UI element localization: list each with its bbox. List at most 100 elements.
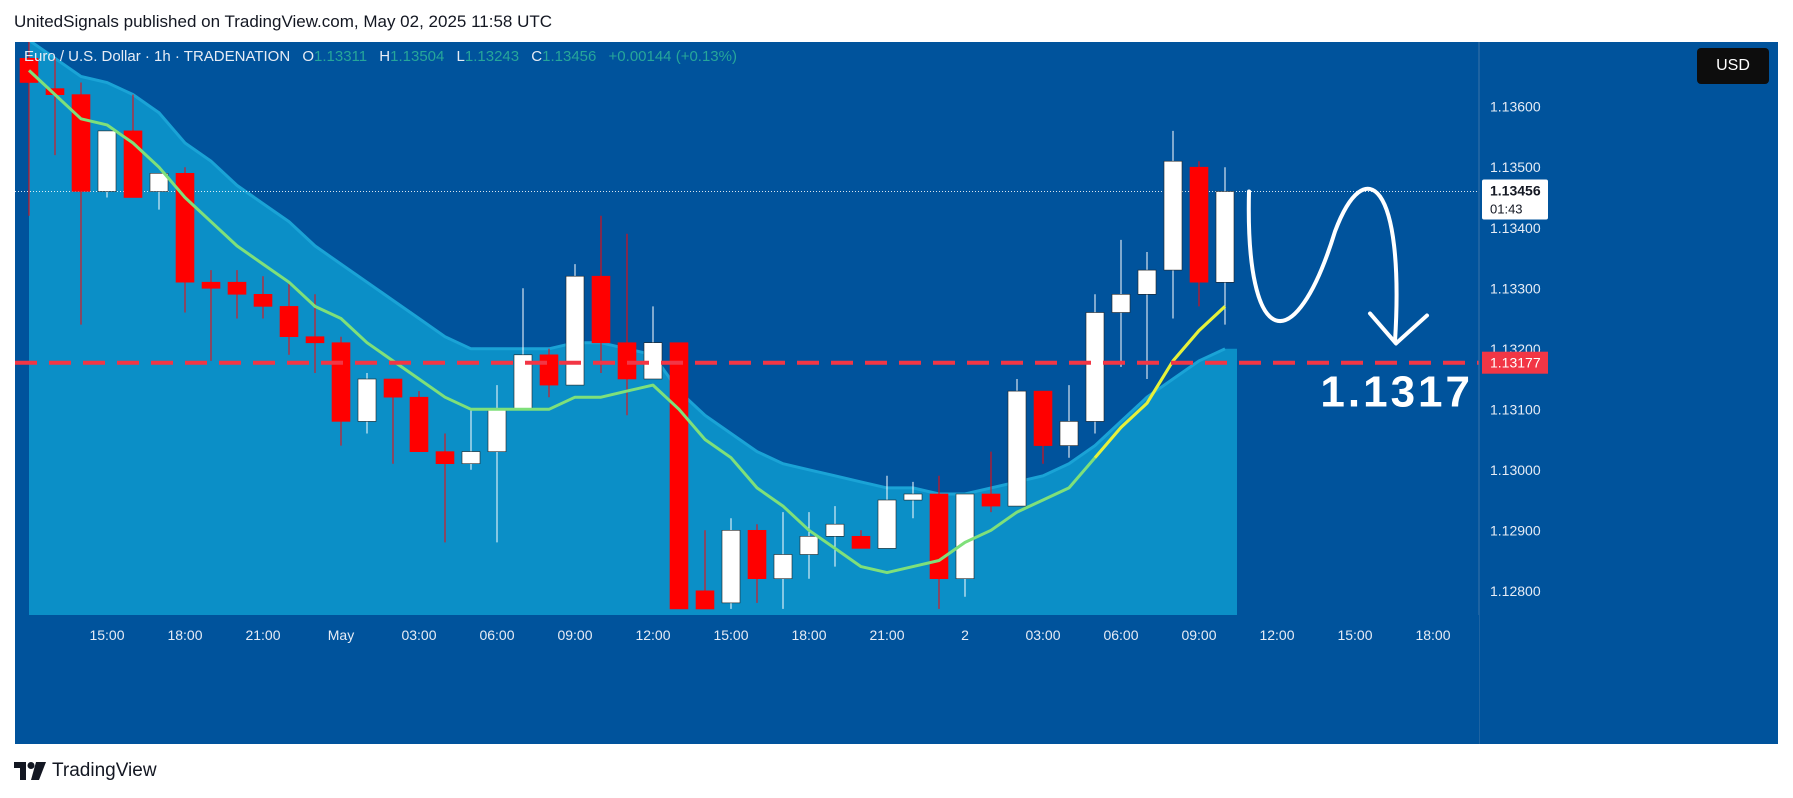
symbol-legend: Euro / U.S. Dollar · 1h · TRADENATION O1… bbox=[24, 48, 737, 65]
time-tick-label: 18:00 bbox=[791, 627, 826, 643]
brand-name: TradingView bbox=[52, 760, 157, 781]
current-price-label: 1.13456 bbox=[1490, 183, 1541, 199]
ma-cloud-area bbox=[29, 42, 1237, 615]
low-value: 1.13243 bbox=[464, 48, 520, 65]
candle-up bbox=[357, 378, 377, 422]
publisher-line: UnitedSignals published on TradingView.c… bbox=[14, 12, 553, 31]
candle-up bbox=[903, 493, 923, 501]
candle-up bbox=[825, 523, 845, 537]
axes-layer: 1.136001.135001.134001.133001.132001.131… bbox=[15, 42, 1778, 744]
price-tick-label: 1.12800 bbox=[1490, 583, 1541, 599]
time-tick-label: 06:00 bbox=[1103, 627, 1138, 643]
candle-down bbox=[383, 378, 403, 398]
candle-up bbox=[461, 451, 481, 465]
price-tick-label: 1.13600 bbox=[1490, 99, 1541, 115]
time-tick-label: 06:00 bbox=[479, 627, 514, 643]
candle-down bbox=[305, 336, 325, 344]
candle-up bbox=[149, 173, 169, 192]
candle-down bbox=[331, 342, 351, 422]
candle-down bbox=[747, 529, 767, 579]
candle-up bbox=[1163, 160, 1183, 271]
price-tick-label: 1.13400 bbox=[1490, 220, 1541, 236]
candle-up bbox=[1137, 269, 1157, 295]
close-label: C bbox=[531, 48, 543, 65]
time-tick-label: 03:00 bbox=[1025, 627, 1060, 643]
time-tick-label: 2 bbox=[961, 627, 969, 643]
candle-up bbox=[487, 408, 507, 452]
annotation-layer: 1.1317 bbox=[1246, 186, 1473, 417]
candle-down bbox=[201, 281, 221, 289]
candle-down bbox=[123, 130, 143, 198]
high-label: H bbox=[379, 48, 391, 65]
moving-average-recent bbox=[1093, 305, 1227, 459]
price-tick-label: 1.13100 bbox=[1490, 401, 1541, 417]
high-value: 1.13504 bbox=[390, 48, 445, 65]
price-chart[interactable]: 1.1317 1.13600 1.13500 1.13400 1.13300 1.132… bbox=[15, 42, 1778, 744]
price-tick-label: 1.13500 bbox=[1490, 159, 1541, 175]
target-annotation-text: 1.1317 bbox=[1320, 368, 1473, 417]
forecast-arrow bbox=[1246, 186, 1399, 344]
candle-up bbox=[1007, 390, 1027, 507]
candle-up bbox=[773, 554, 793, 580]
candle-up bbox=[1215, 191, 1235, 283]
price-tick-label: 1.12900 bbox=[1490, 522, 1541, 538]
candle-down bbox=[851, 535, 871, 549]
tradingview-logo-icon bbox=[14, 762, 46, 780]
time-tick-label: 18:00 bbox=[1415, 627, 1450, 643]
candle-up bbox=[97, 130, 117, 192]
candle-up bbox=[877, 499, 897, 549]
candle-down bbox=[1033, 390, 1053, 446]
candle-up bbox=[565, 275, 585, 386]
ma-layer bbox=[27, 69, 1227, 575]
time-tick-label: 12:00 bbox=[635, 627, 670, 643]
symbol-name[interactable]: Euro / U.S. Dollar · 1h · TRADENATION bbox=[24, 48, 291, 65]
candle-down bbox=[1189, 166, 1209, 283]
time-tick-label: 18:00 bbox=[167, 627, 202, 643]
candle-up bbox=[955, 493, 975, 579]
time-axis-bg bbox=[15, 615, 1479, 744]
footer-brand: TradingView bbox=[14, 760, 157, 782]
low-label: L bbox=[456, 48, 465, 65]
candle-down bbox=[227, 281, 247, 295]
time-tick-label: 15:00 bbox=[713, 627, 748, 643]
candle-up bbox=[799, 535, 819, 555]
candle-up bbox=[721, 529, 741, 604]
target-price-label: 1.13177 bbox=[1490, 355, 1541, 371]
time-tick-label: 21:00 bbox=[245, 627, 280, 643]
candle-down bbox=[253, 294, 273, 307]
forecast-arrow-head bbox=[1368, 311, 1429, 346]
candle-down bbox=[435, 451, 455, 465]
time-tick-label: 09:00 bbox=[1181, 627, 1216, 643]
candle-up bbox=[1059, 421, 1079, 446]
current-price-badge bbox=[1482, 179, 1548, 220]
moving-average-line bbox=[27, 69, 1227, 575]
time-tick-label: May bbox=[328, 627, 354, 643]
change-value: +0.00144 (+0.13%) bbox=[608, 48, 737, 65]
candle-up bbox=[1111, 294, 1131, 313]
time-tick-label: 15:00 bbox=[1337, 627, 1372, 643]
price-tick-label: 1.13000 bbox=[1490, 462, 1541, 478]
time-tick-label: 09:00 bbox=[557, 627, 592, 643]
target-price-badge bbox=[1482, 351, 1548, 374]
candle-down bbox=[669, 342, 689, 610]
time-tick-label: 21:00 bbox=[869, 627, 904, 643]
price-tick-label: 1.13300 bbox=[1490, 280, 1541, 296]
time-tick-label: 15:00 bbox=[89, 627, 124, 643]
candle-down bbox=[539, 354, 559, 386]
candle-down bbox=[591, 275, 611, 344]
candle-down bbox=[409, 396, 429, 453]
close-value: 1.13456 bbox=[542, 48, 597, 65]
candle-down bbox=[929, 493, 949, 579]
candle-down bbox=[695, 590, 715, 610]
time-tick-label: 12:00 bbox=[1259, 627, 1294, 643]
currency-button[interactable]: USD bbox=[1697, 48, 1769, 84]
candle-up bbox=[1085, 312, 1105, 422]
open-value: 1.13311 bbox=[314, 48, 368, 65]
countdown-label: 01:43 bbox=[1490, 202, 1523, 217]
candle-down bbox=[71, 94, 91, 192]
chart-panel[interactable]: 1.1317 1.13600 1.13500 1.13400 1.13300 1.132… bbox=[15, 42, 1778, 744]
candle-down bbox=[279, 306, 299, 337]
candle-down bbox=[981, 493, 1001, 507]
price-axis-bg bbox=[1479, 42, 1778, 744]
time-tick-label: 03:00 bbox=[401, 627, 436, 643]
